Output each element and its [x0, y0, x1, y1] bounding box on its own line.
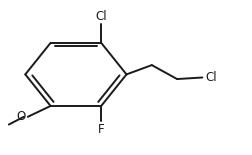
Text: Cl: Cl: [95, 10, 107, 23]
Text: Cl: Cl: [204, 71, 216, 84]
Text: F: F: [98, 123, 104, 136]
Text: O: O: [16, 110, 25, 123]
